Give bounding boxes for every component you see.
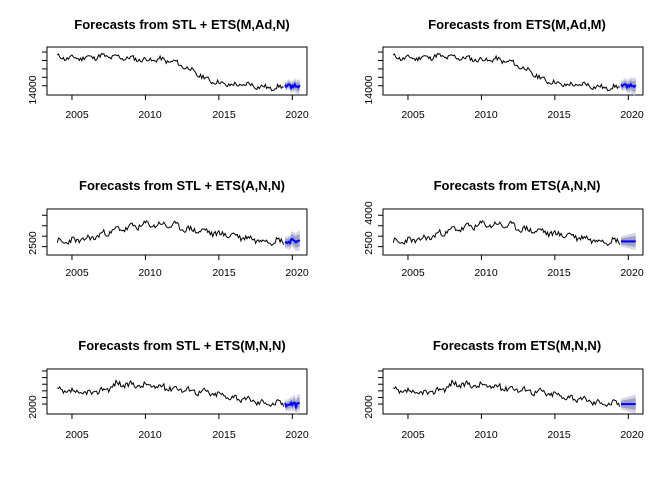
y-tick-label: 2500 [27,231,39,255]
chart-title: Forecasts from STL + ETS(A,N,N) [79,178,285,193]
panel-stl-ets-mad: Forecasts from STL + ETS(M,Ad,N) 2005 20… [27,17,309,121]
x-tick-label: 2010 [138,109,162,121]
plot-frame [46,46,308,96]
plot-frame [382,46,644,96]
observed-series-line [393,379,621,408]
chart-title: Forecasts from ETS(M,Ad,M) [428,17,606,32]
x-tick-label: 2015 [212,109,236,121]
x-tick-label: 2020 [285,429,309,441]
y-tick-label: 2500 [363,231,375,255]
x-tick-label: 2005 [401,429,425,441]
forecast-line [284,400,300,411]
y-tick-label: 14000 [363,75,375,104]
forecast-line [620,82,637,90]
forecast-line [284,82,301,91]
x-tick-label: 2010 [474,429,498,441]
panel-stl-ets-ann: Forecasts from STL + ETS(A,N,N) 2005 201… [27,178,309,279]
x-tick-label: 2015 [547,429,571,441]
x-tick-label: 2020 [620,429,644,441]
x-tick-label: 2005 [65,267,89,279]
x-tick-label: 2015 [212,429,236,441]
chart-title: Forecasts from STL + ETS(M,Ad,N) [74,17,289,32]
x-tick-label: 2020 [285,267,309,279]
plot-frame [382,208,644,256]
y-tick-label: 2000 [363,395,375,419]
plot-frame [46,208,308,256]
plot-frame [46,368,308,415]
x-tick-label: 2010 [138,429,162,441]
chart-title: Forecasts from ETS(M,N,N) [433,338,601,353]
x-tick-label: 2005 [65,429,89,441]
panel-stl-ets-mnn: Forecasts from STL + ETS(M,N,N) 2005 201… [27,338,309,441]
x-tick-label: 2015 [547,109,571,121]
x-tick-label: 2010 [474,267,498,279]
x-tick-label: 2015 [212,267,236,279]
panel-ets-ann: Forecasts from ETS(A,N,N) 2005 2010 2015… [363,178,644,279]
x-tick-label: 2010 [138,267,162,279]
chart-title: Forecasts from STL + ETS(M,N,N) [78,338,285,353]
panel-ets-mnn: Forecasts from ETS(M,N,N) 2005 2010 2015… [363,338,644,441]
chart-title: Forecasts from ETS(A,N,N) [434,178,601,193]
x-tick-label: 2020 [620,267,644,279]
y-tick-label: 14000 [27,75,39,104]
x-tick-label: 2005 [401,109,425,121]
observed-series-line [392,52,620,92]
observed-series-line [56,220,285,246]
forecast-line [284,237,301,245]
x-tick-label: 2010 [474,109,498,121]
y-tick-label: 4000 [363,201,375,225]
x-tick-label: 2005 [401,267,425,279]
x-tick-label: 2015 [547,267,571,279]
y-tick-label: 2000 [27,395,39,419]
observed-series-line [392,220,621,246]
panel-ets-mad-m: Forecasts from ETS(M,Ad,M) 2005 2010 201… [363,17,644,121]
x-tick-label: 2005 [65,109,89,121]
x-tick-label: 2020 [285,109,309,121]
prediction-interval-80 [285,233,300,248]
observed-series-line [57,379,285,408]
x-tick-label: 2020 [620,109,644,121]
observed-series-line [56,52,284,92]
plot-frame [382,368,644,415]
